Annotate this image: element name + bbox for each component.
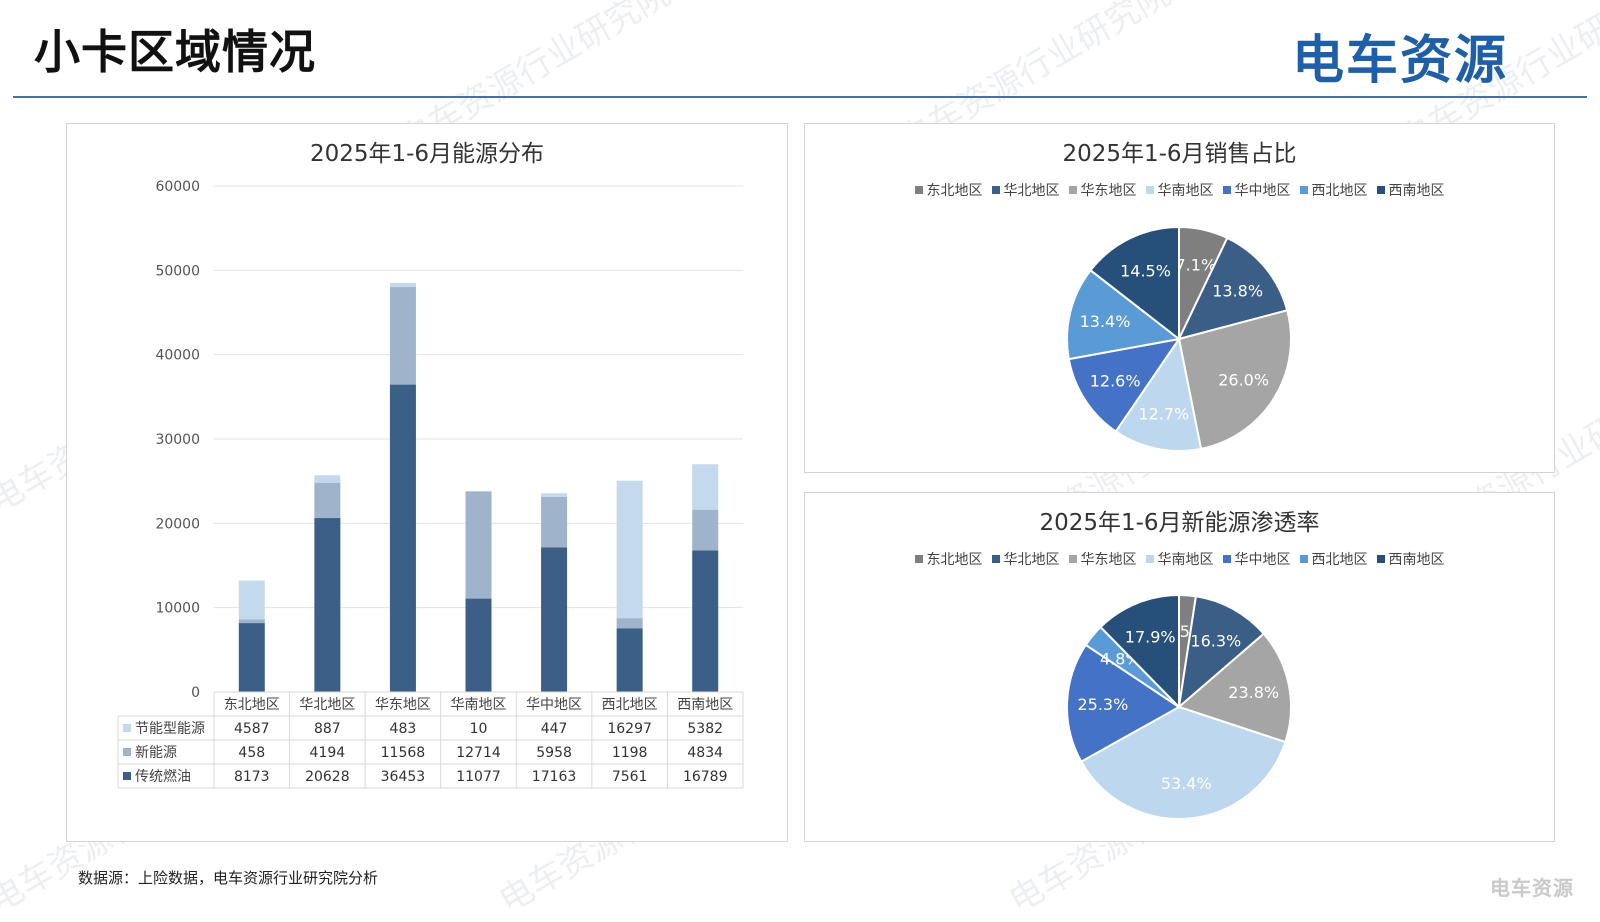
y-tick-label: 20000: [155, 516, 200, 532]
series-name: 传统燃油: [135, 768, 191, 785]
legend-swatch: [123, 772, 131, 780]
data-cell: 7561: [612, 769, 648, 785]
slice-label: 13.4%: [1080, 312, 1131, 331]
nev-penetration-pie: 3.5%16.3%23.8%53.4%25.3%4.8%17.9%: [805, 493, 1554, 841]
category-label: 西南地区: [677, 697, 733, 713]
slice-label: 17.9%: [1125, 627, 1176, 646]
bar-segment: [390, 385, 416, 692]
y-tick-label: 10000: [155, 601, 200, 617]
data-cell: 4194: [310, 745, 346, 761]
data-cell: 1198: [612, 745, 648, 761]
bar-segment: [390, 283, 416, 287]
slice-label: 23.8%: [1228, 683, 1279, 702]
data-cell: 11568: [381, 745, 426, 761]
bar-segment: [617, 481, 643, 618]
data-cell: 5958: [536, 745, 572, 761]
bar-segment: [314, 475, 340, 482]
y-tick-label: 60000: [155, 179, 200, 195]
category-label: 华中地区: [526, 697, 582, 713]
series-name: 新能源: [135, 745, 177, 761]
series-name: 节能型能源: [135, 721, 205, 737]
slice-label: 16.3%: [1190, 631, 1241, 650]
slice-label: 25.3%: [1077, 695, 1128, 714]
bar-segment: [390, 287, 416, 385]
slice-label: 26.0%: [1218, 370, 1269, 389]
data-cell: 4834: [687, 745, 723, 761]
page-title: 小卡区域情况: [34, 16, 316, 82]
data-cell: 36453: [381, 769, 426, 785]
bar-segment: [692, 510, 718, 551]
data-cell: 16297: [607, 721, 652, 737]
data-cell: 8173: [234, 769, 270, 785]
brand-logo-text: 电车资源: [1292, 31, 1508, 91]
data-cell: 20628: [305, 769, 350, 785]
data-cell: 483: [390, 721, 417, 737]
bar-segment: [239, 619, 265, 623]
data-cell: 4587: [234, 721, 270, 737]
y-tick-label: 50000: [155, 263, 200, 279]
bar-segment: [314, 483, 340, 518]
y-tick-label: 30000: [155, 432, 200, 448]
data-cell: 887: [314, 721, 341, 737]
data-cell: 11077: [456, 769, 501, 785]
slice-label: 12.7%: [1138, 405, 1189, 424]
category-label: 华南地区: [451, 697, 507, 713]
header-divider: [13, 96, 1587, 98]
bar-segment: [692, 464, 718, 509]
sales-share-panel: 2025年1-6月销售占比 东北地区华北地区华东地区华南地区华中地区西北地区西南…: [804, 123, 1555, 473]
bar-segment: [314, 518, 340, 692]
data-cell: 447: [541, 721, 568, 737]
data-cell: 12714: [456, 745, 501, 761]
slice-label: 13.8%: [1212, 281, 1263, 300]
nev-penetration-panel: 2025年1-6月新能源渗透率 东北地区华北地区华东地区华南地区华中地区西北地区…: [804, 492, 1555, 842]
corner-logo: 电车资源: [1490, 872, 1574, 901]
bar-segment: [239, 581, 265, 620]
bar-segment: [466, 491, 492, 598]
legend-swatch: [123, 724, 131, 732]
y-tick-label: 0: [191, 685, 200, 701]
sales-share-pie: 7.1%13.8%26.0%12.7%12.6%13.4%14.5%: [805, 124, 1554, 472]
data-source-note: 数据源：上险数据，电车资源行业研究院分析: [78, 867, 378, 888]
bar-segment: [541, 497, 567, 547]
category-label: 华东地区: [375, 697, 431, 713]
bar-segment: [541, 493, 567, 497]
data-cell: 16789: [683, 769, 728, 785]
slice-label: 12.6%: [1090, 371, 1141, 390]
brand-logo: 电车资源: [1292, 18, 1508, 93]
bar-segment: [466, 599, 492, 692]
bar-segment: [692, 550, 718, 692]
bar-segment: [617, 618, 643, 628]
stacked-bar-chart: 0 10000 20000 30000 40000 50000 60000 东北地区 华北地区 华…: [67, 124, 787, 841]
bar-segment: [541, 547, 567, 692]
bar-segment: [239, 623, 265, 692]
data-cell: 458: [238, 745, 265, 761]
slice-label: 14.5%: [1120, 262, 1171, 281]
category-label: 东北地区: [224, 697, 280, 713]
data-cell: 17163: [532, 769, 577, 785]
slice-label: 53.4%: [1161, 774, 1212, 793]
data-cell: 5382: [687, 721, 723, 737]
category-label: 西北地区: [602, 697, 658, 713]
category-label: 华北地区: [299, 697, 355, 713]
data-cell: 10: [470, 721, 488, 737]
y-tick-label: 40000: [155, 348, 200, 364]
bar-segment: [617, 628, 643, 692]
legend-swatch: [123, 748, 131, 756]
